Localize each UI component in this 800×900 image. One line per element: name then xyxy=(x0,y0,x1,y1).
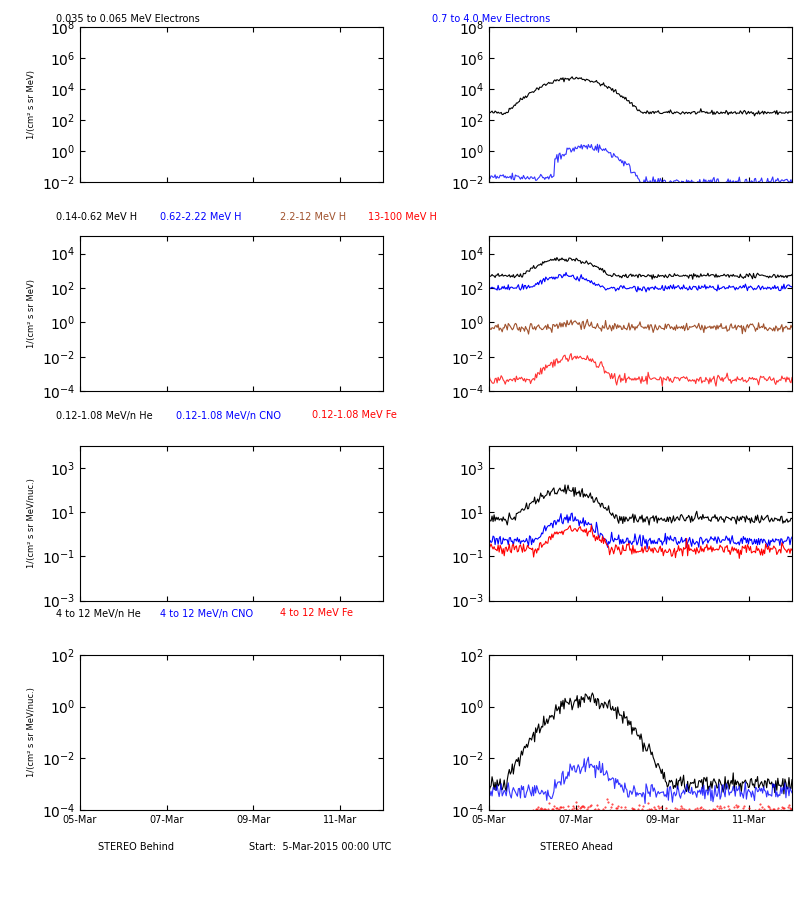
Text: 0.62-2.22 MeV H: 0.62-2.22 MeV H xyxy=(160,212,242,221)
Y-axis label: 1/(cm² s sr MeV/nuc.): 1/(cm² s sr MeV/nuc.) xyxy=(27,688,36,778)
Text: 0.7 to 4.0 Mev Electrons: 0.7 to 4.0 Mev Electrons xyxy=(432,14,550,24)
Y-axis label: 1/(cm² s sr MeV/nuc.): 1/(cm² s sr MeV/nuc.) xyxy=(27,478,36,568)
Text: 4 to 12 MeV Fe: 4 to 12 MeV Fe xyxy=(280,608,353,618)
Text: 4 to 12 MeV/n CNO: 4 to 12 MeV/n CNO xyxy=(160,608,253,618)
Text: 0.035 to 0.065 MeV Electrons: 0.035 to 0.065 MeV Electrons xyxy=(56,14,200,24)
Text: 0.12-1.08 MeV/n He: 0.12-1.08 MeV/n He xyxy=(56,410,153,420)
Text: 0.12-1.08 MeV Fe: 0.12-1.08 MeV Fe xyxy=(312,410,397,420)
Text: STEREO Ahead: STEREO Ahead xyxy=(539,842,613,852)
Text: 2.2-12 MeV H: 2.2-12 MeV H xyxy=(280,212,346,221)
Y-axis label: 1/(cm² s sr MeV): 1/(cm² s sr MeV) xyxy=(27,279,36,348)
Text: 0.12-1.08 MeV/n CNO: 0.12-1.08 MeV/n CNO xyxy=(176,410,281,420)
Text: Start:  5-Mar-2015 00:00 UTC: Start: 5-Mar-2015 00:00 UTC xyxy=(249,842,391,852)
Y-axis label: 1/(cm² s sr MeV): 1/(cm² s sr MeV) xyxy=(27,70,37,139)
Text: 13-100 MeV H: 13-100 MeV H xyxy=(368,212,437,221)
Text: 4 to 12 MeV/n He: 4 to 12 MeV/n He xyxy=(56,608,141,618)
Text: STEREO Behind: STEREO Behind xyxy=(98,842,174,852)
Text: 0.14-0.62 MeV H: 0.14-0.62 MeV H xyxy=(56,212,137,221)
